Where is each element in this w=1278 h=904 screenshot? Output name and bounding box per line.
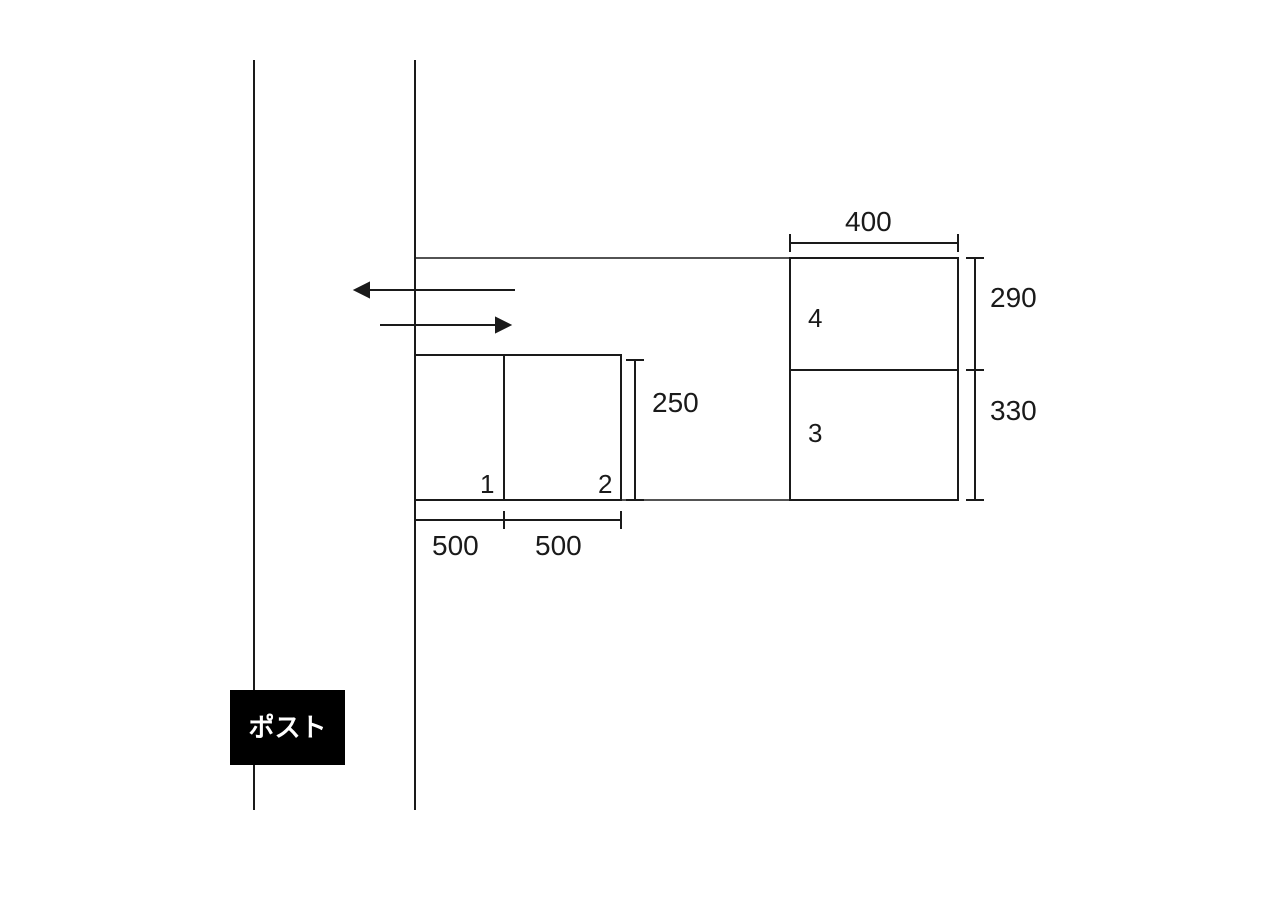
cell-label-4: 4 bbox=[808, 303, 822, 333]
floor-diagram: 1 2 3 4 400 290 330 250 500 500 ポスト bbox=[0, 0, 1278, 904]
post-label: ポスト bbox=[248, 713, 326, 743]
dim-500a-label: 500 bbox=[432, 530, 479, 561]
arrow-right-icon bbox=[380, 318, 510, 332]
dim-290-label: 290 bbox=[990, 282, 1037, 313]
dim-400-label: 400 bbox=[845, 206, 892, 237]
box-group-right bbox=[790, 258, 958, 500]
cell-label-2: 2 bbox=[598, 469, 612, 499]
dim-330-label: 330 bbox=[990, 395, 1037, 426]
cell-label-3: 3 bbox=[808, 418, 822, 448]
dim-250-label: 250 bbox=[652, 387, 699, 418]
arrow-left-icon bbox=[355, 283, 515, 297]
dim-500b-label: 500 bbox=[535, 530, 582, 561]
box-group-left bbox=[415, 355, 621, 500]
cell-label-1: 1 bbox=[480, 469, 494, 499]
